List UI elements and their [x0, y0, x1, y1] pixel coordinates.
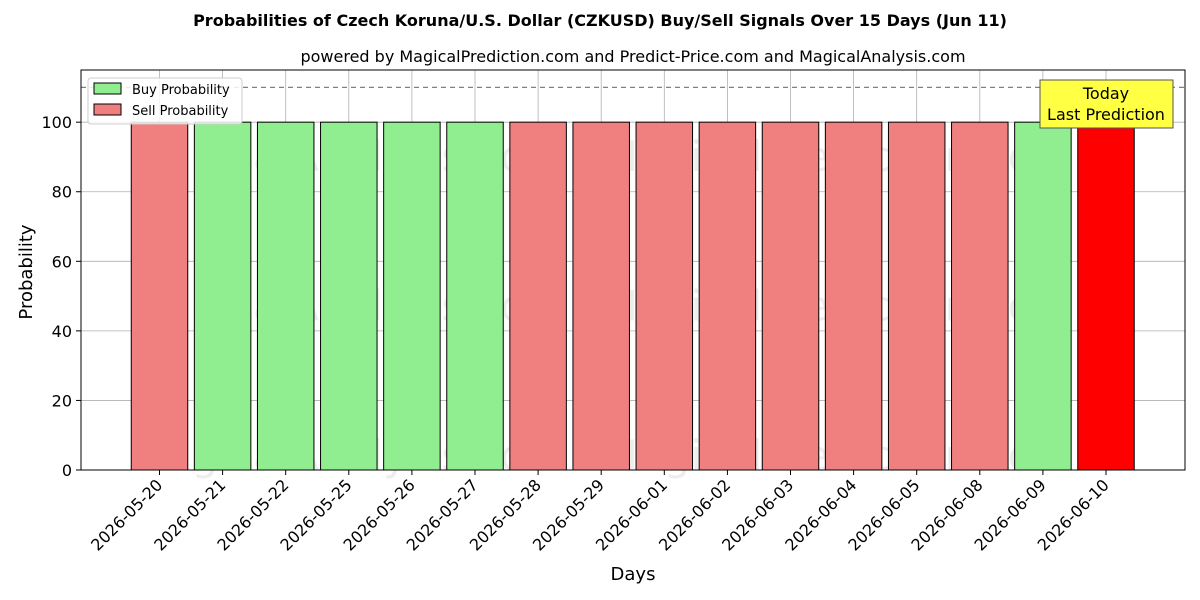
x-axis-ticks: 2026-05-202026-05-212026-05-222026-05-25…	[87, 470, 1113, 555]
legend-swatch-sell	[93, 103, 122, 116]
bar-2026-06-03	[761, 121, 820, 471]
legend-box	[87, 77, 243, 125]
annotation-box	[1039, 79, 1174, 129]
bar-2026-06-02	[698, 121, 757, 471]
legend-label-sell: Sell Probability	[132, 104, 229, 119]
bar-2026-05-25	[320, 121, 378, 471]
bar-2026-05-20	[130, 121, 189, 471]
y-axis-label: Probability	[16, 224, 37, 319]
y-tick-label: 60	[52, 252, 72, 271]
bar-2026-06-10	[1077, 121, 1135, 471]
annotation-line1: Today	[1082, 84, 1129, 103]
bar-2026-06-09	[1014, 121, 1072, 471]
legend-swatch-buy	[93, 82, 122, 95]
y-tick-label: 0	[62, 461, 72, 480]
bar-2026-05-29	[572, 121, 630, 471]
bar-2026-05-21	[193, 121, 252, 471]
y-tick-label: 20	[52, 391, 72, 410]
bar-2026-05-27	[446, 121, 504, 471]
chart-subtitle: powered by MagicalPrediction.com and Pre…	[300, 47, 965, 66]
bar-group	[130, 121, 1135, 471]
bar-2026-06-04	[824, 121, 883, 471]
y-tick-label: 80	[52, 183, 72, 202]
chart-title: Probabilities of Czech Koruna/U.S. Dolla…	[193, 11, 1007, 30]
bar-2026-06-05	[887, 121, 946, 471]
legend-label-buy: Buy Probability	[132, 83, 230, 98]
legend: Buy Probability Sell Probability	[87, 77, 243, 125]
bar-2026-05-22	[256, 121, 315, 471]
x-axis-label: Days	[611, 564, 656, 585]
bar-2026-05-28	[509, 121, 567, 471]
annotation-line2: Last Prediction	[1047, 105, 1165, 124]
annotation: Today Last Prediction	[1039, 79, 1174, 129]
bar-2026-06-01	[635, 121, 694, 471]
bar-2026-06-08	[951, 121, 1009, 471]
y-axis-ticks: 0 20 40 60 80 100	[41, 113, 81, 480]
plot-frame	[80, 69, 1186, 471]
bar-2026-05-26	[383, 121, 441, 471]
y-tick-label: 100	[41, 113, 72, 132]
y-tick-label: 40	[52, 322, 72, 341]
